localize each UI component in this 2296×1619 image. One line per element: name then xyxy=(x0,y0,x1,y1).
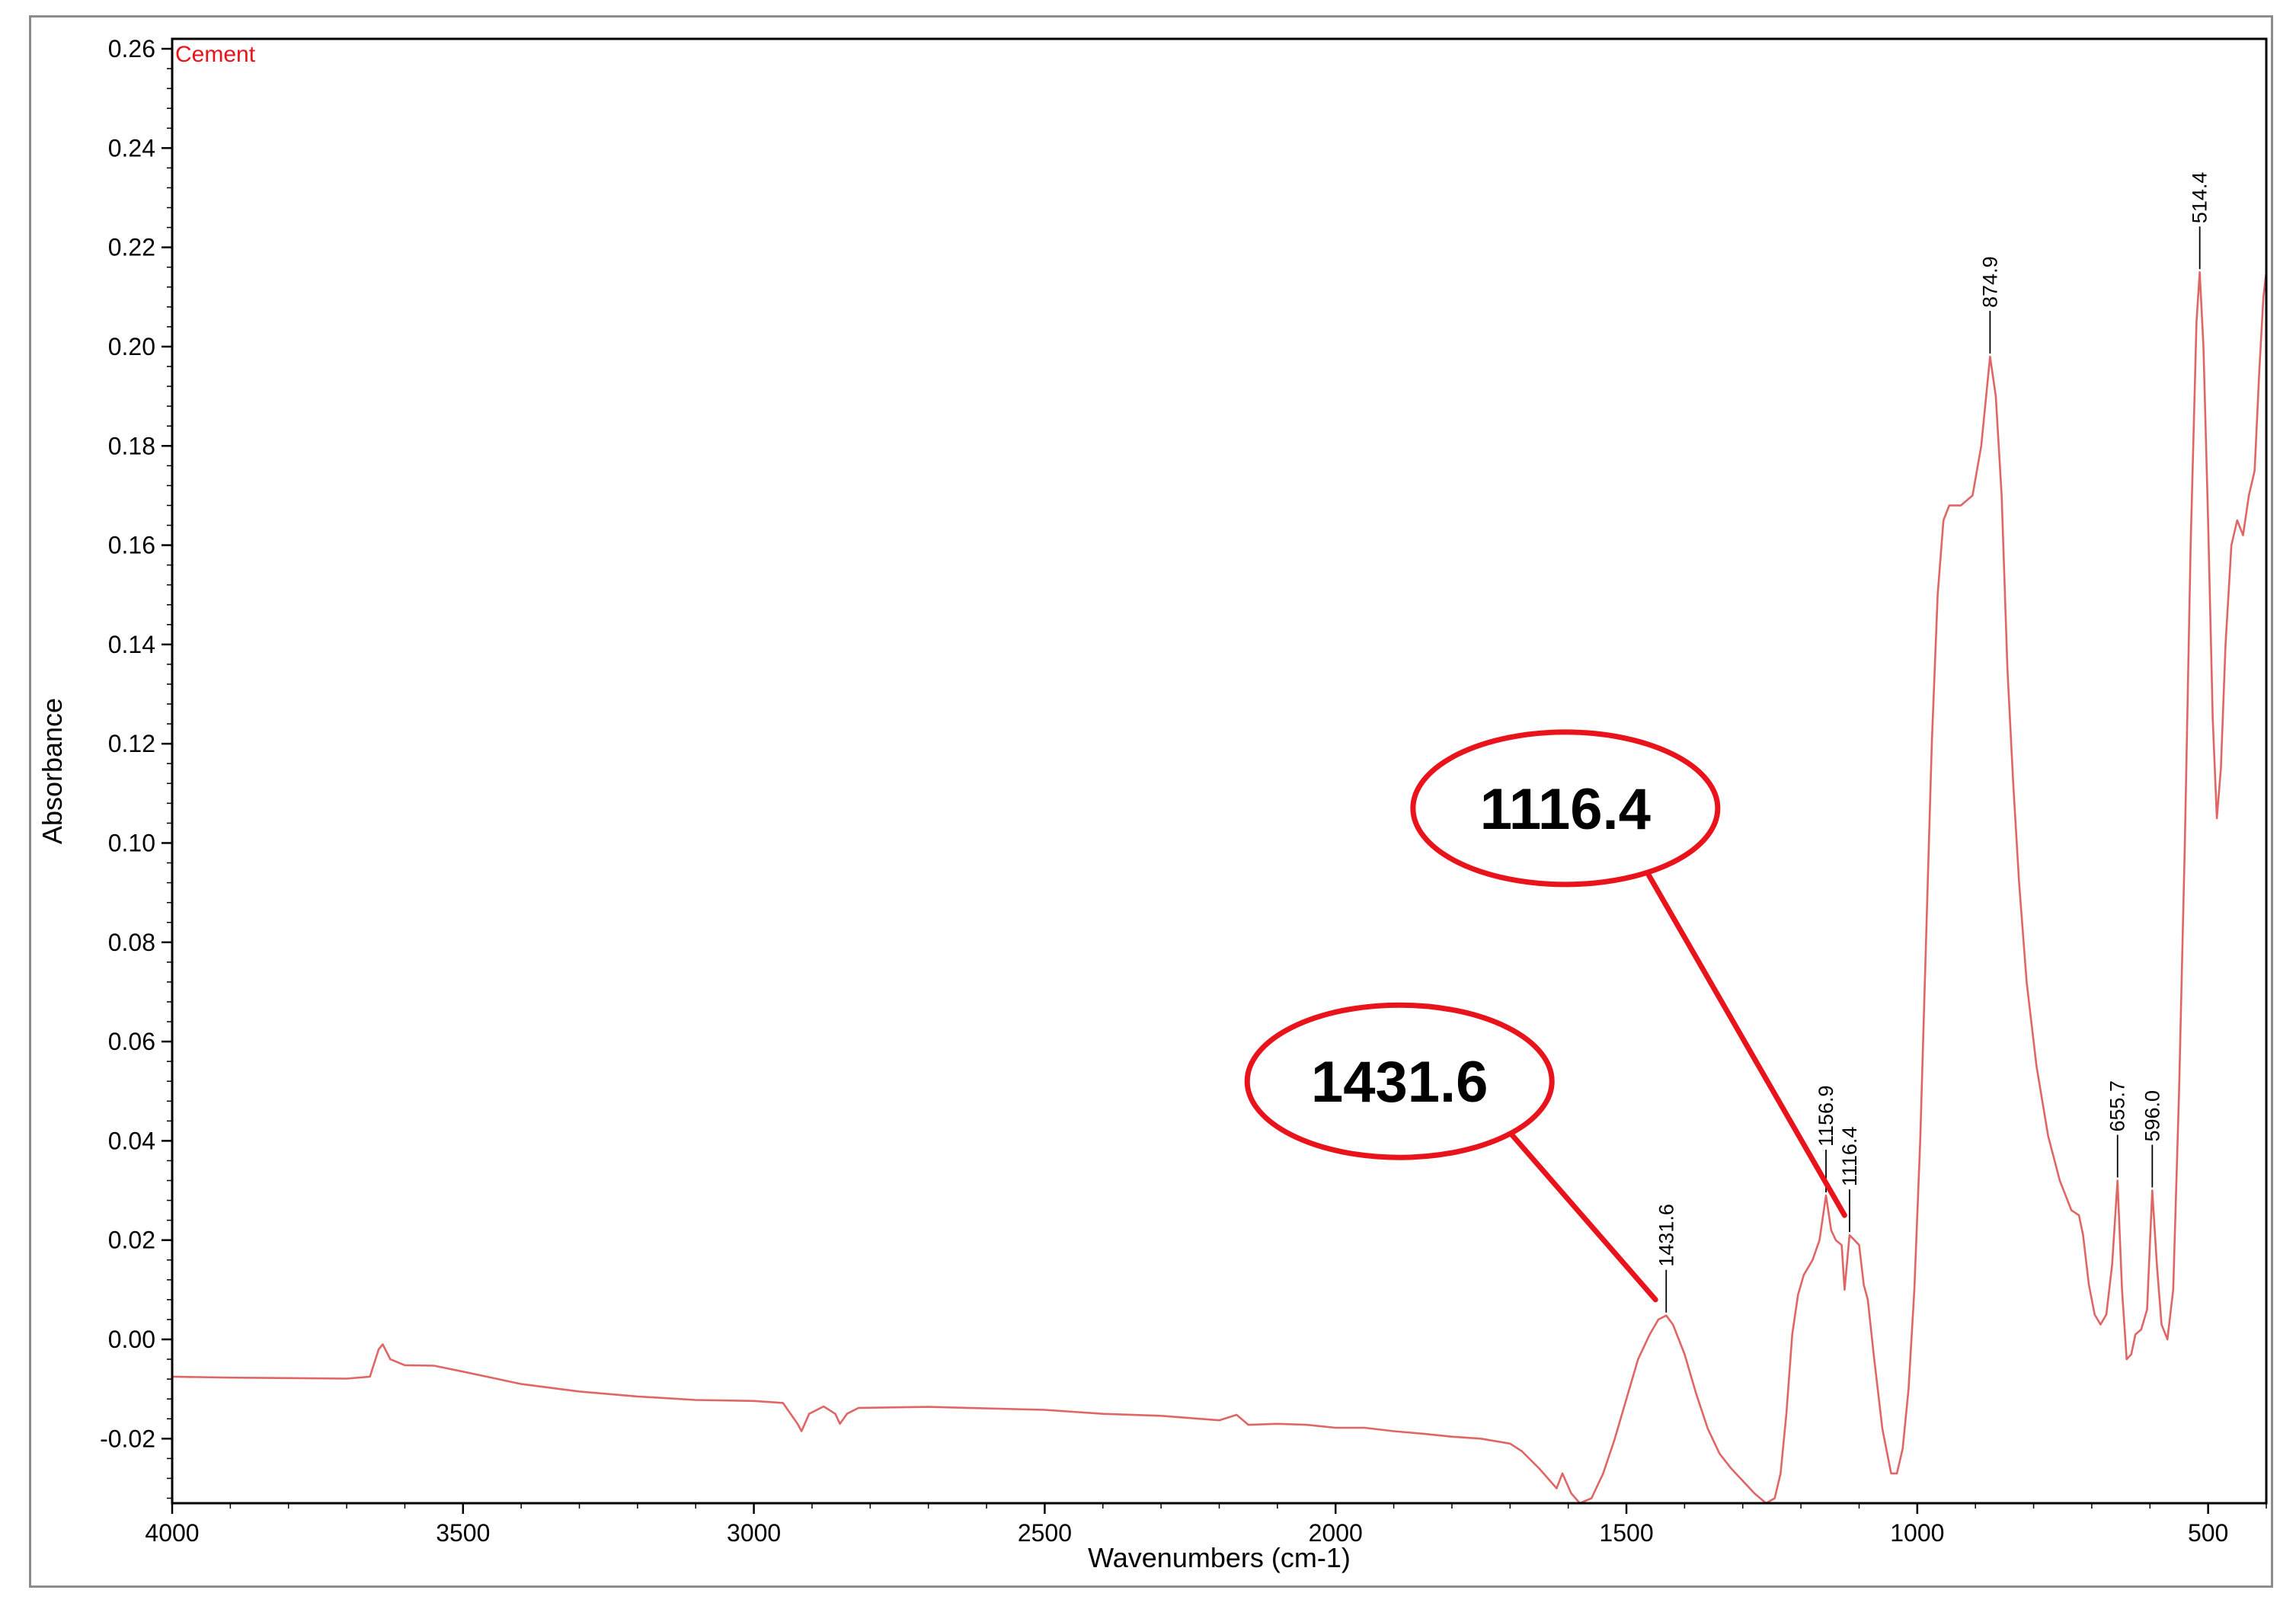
y-tick-label: 0.18 xyxy=(108,432,155,459)
x-tick-label: 3000 xyxy=(727,1519,781,1547)
callout-pointer xyxy=(1642,865,1847,1218)
x-tick-label: 500 xyxy=(2188,1519,2228,1547)
callout-label: 1116.4 xyxy=(1480,777,1651,842)
series-line xyxy=(172,270,2266,1503)
peak-label: 1156.9 xyxy=(1815,1085,1837,1147)
series-layer xyxy=(172,270,2266,1503)
x-tick-label: 3500 xyxy=(436,1519,490,1547)
y-tick-label: 0.02 xyxy=(108,1227,155,1254)
callout-ellipse xyxy=(1410,729,1721,888)
y-tick-label: 0.22 xyxy=(108,234,155,261)
callouts: 1431.6 1116.4 xyxy=(1244,729,1847,1303)
x-tick-label: 1500 xyxy=(1599,1519,1653,1547)
y-tick-label: 0.04 xyxy=(108,1127,155,1154)
peak-label: 514.4 xyxy=(2189,172,2211,224)
y-tick-label: 0.06 xyxy=(108,1028,155,1055)
y-tick-label: -0.02 xyxy=(100,1425,155,1452)
y-tick-label: 0.14 xyxy=(108,631,155,658)
ftir-spectrum-chart: 0.26 0.24 0.22 0.20 0.18 0.16 0.14 0.12 0.10 0.08… xyxy=(37,35,2268,1573)
peak-label: 655.7 xyxy=(2106,1080,2129,1132)
callout-pointer xyxy=(1503,1125,1658,1303)
peak-label: 874.9 xyxy=(1978,256,2001,308)
y-tick-label: 0.00 xyxy=(108,1326,155,1353)
peak-label: 1431.6 xyxy=(1655,1204,1677,1267)
series-name-label: Cement xyxy=(175,42,256,67)
spectrum-frame: 0.26 0.24 0.22 0.20 0.18 0.16 0.14 0.12 0.10 0.08… xyxy=(29,15,2273,1588)
x-axis-ticks: 4000 3500 3000 2500 2000 1500 1000 500 xyxy=(145,1503,2267,1547)
x-tick-label: 1000 xyxy=(1890,1519,1944,1547)
x-tick-label: 2000 xyxy=(1309,1519,1363,1547)
x-tick-label: 2500 xyxy=(1018,1519,1072,1547)
y-tick-label: 0.10 xyxy=(108,829,155,856)
y-tick-label: 0.24 xyxy=(108,134,155,162)
plot-area-border xyxy=(171,37,2268,1505)
y-tick-label: 0.08 xyxy=(108,929,155,956)
x-tick-label: 4000 xyxy=(145,1519,199,1547)
y-axis-title: Absorbance xyxy=(37,698,68,844)
peak-label: 1116.4 xyxy=(1838,1127,1861,1187)
callout-label: 1431.6 xyxy=(1311,1050,1488,1115)
y-tick-label: 0.26 xyxy=(108,35,155,62)
y-tick-label: 0.16 xyxy=(108,532,155,559)
callout-ellipse xyxy=(1244,1002,1555,1160)
y-tick-label: 0.12 xyxy=(108,730,155,757)
x-axis-title: Wavenumbers (cm-1) xyxy=(1088,1542,1351,1573)
peak-label: 596.0 xyxy=(2141,1090,2163,1142)
y-axis-ticks: 0.26 0.24 0.22 0.20 0.18 0.16 0.14 0.12 0.10 0.08… xyxy=(100,35,172,1499)
y-tick-label: 0.20 xyxy=(108,333,155,360)
